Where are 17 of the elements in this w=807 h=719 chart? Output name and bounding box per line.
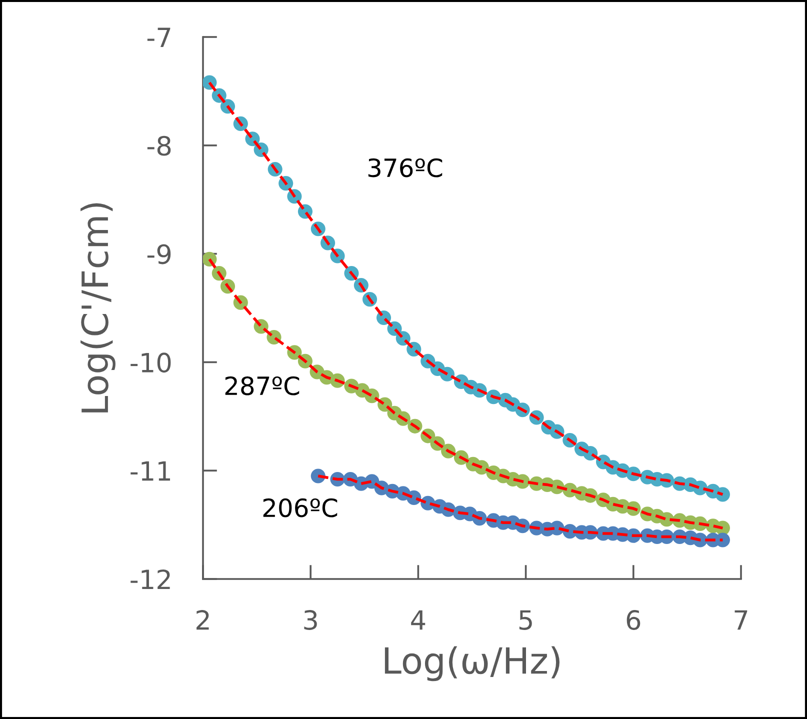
y-tick-label: -12 <box>130 569 170 590</box>
x-tick-label: 4 <box>411 610 426 630</box>
x-tick-label: 3 <box>304 610 317 630</box>
x-tick-label: 7 <box>734 610 748 630</box>
annotation: 376ºC <box>368 158 442 178</box>
x-axis-title: Log(ω/Hz) <box>384 646 560 682</box>
annotation: 206ºC <box>263 498 338 518</box>
y-tick-label: -11 <box>130 461 170 481</box>
x-tick-label: 5 <box>519 610 532 630</box>
annotation: 287ºC <box>225 376 300 396</box>
x-tick-label: 6 <box>626 610 640 630</box>
y-axis-title: Log(C'/Fcm) <box>80 203 116 412</box>
x-tick-label: 2 <box>196 610 209 630</box>
y-tick-label: -7 <box>147 28 170 48</box>
y-tick-label: -10 <box>130 352 171 373</box>
y-tick-label: -9 <box>147 244 171 264</box>
y-tick-label: -8 <box>147 136 171 156</box>
